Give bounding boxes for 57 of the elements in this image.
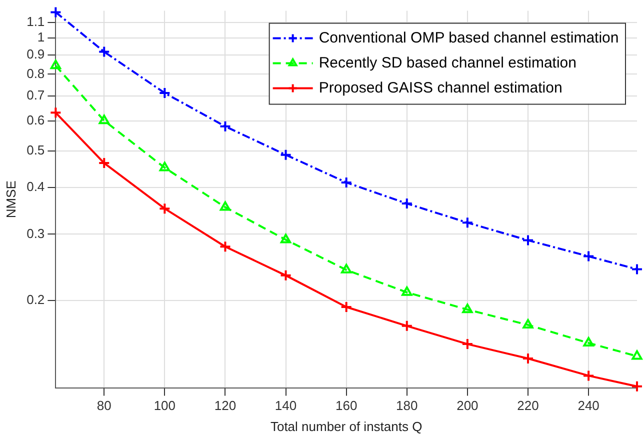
point: [98, 46, 110, 58]
x-tick-label: 80: [96, 398, 112, 414]
x-tick-label: 120: [214, 398, 236, 414]
point: [280, 148, 292, 161]
x-tick-label: 240: [578, 398, 600, 414]
point: [220, 201, 231, 211]
point: [400, 320, 413, 332]
point: [582, 370, 595, 382]
point: [631, 380, 643, 392]
point: [50, 60, 61, 70]
point: [50, 6, 62, 18]
point: [340, 176, 352, 188]
point: [631, 263, 643, 276]
y-tick-label: 0.3: [26, 226, 45, 241]
point: [522, 234, 534, 246]
point: [158, 202, 171, 215]
y-tick-label: 0.7: [26, 88, 45, 103]
legend-label: Recently SD based channel estimation: [318, 54, 576, 72]
y-tick-label: 0.5: [26, 142, 45, 158]
point: [522, 318, 534, 328]
y-tick-label: 0.2: [26, 292, 45, 307]
point: [98, 114, 110, 124]
y-axis-title: NMSE: [3, 180, 18, 218]
point: [522, 352, 534, 365]
point: [280, 269, 292, 282]
x-tick-label: 160: [335, 398, 358, 414]
point: [461, 216, 474, 229]
point: [50, 106, 62, 119]
y-tick-label: 0.6: [26, 112, 45, 128]
point: [159, 162, 170, 172]
y-tick-label: 0.8: [26, 66, 45, 81]
y-tick-label: 1: [37, 29, 45, 44]
point: [632, 350, 642, 360]
point: [583, 336, 594, 346]
y-tick-label: 0.9: [26, 46, 45, 62]
legend-label: Conventional OMP based channel estimation: [318, 29, 619, 46]
point: [582, 250, 595, 262]
point: [98, 157, 110, 170]
point: [461, 338, 474, 350]
point: [402, 286, 412, 296]
x-axis-title: Total number of instants Q: [270, 418, 422, 434]
point: [280, 234, 292, 244]
x-tick-label: 220: [517, 398, 539, 414]
y-tick-label: 0.4: [26, 178, 45, 194]
point: [400, 198, 413, 210]
y-tick-label: 1.1: [26, 14, 45, 29]
x-tick-label: 140: [274, 398, 297, 414]
point: [340, 301, 352, 313]
x-tick-label: 200: [456, 398, 478, 414]
x-tick-label: 180: [396, 398, 418, 414]
point: [462, 304, 473, 314]
point: [219, 240, 232, 253]
legend-label: Proposed GAISS channel estimation: [318, 79, 562, 96]
x-tick-label: 100: [154, 398, 176, 414]
point: [158, 86, 171, 99]
point: [341, 264, 352, 274]
point: [219, 120, 232, 132]
